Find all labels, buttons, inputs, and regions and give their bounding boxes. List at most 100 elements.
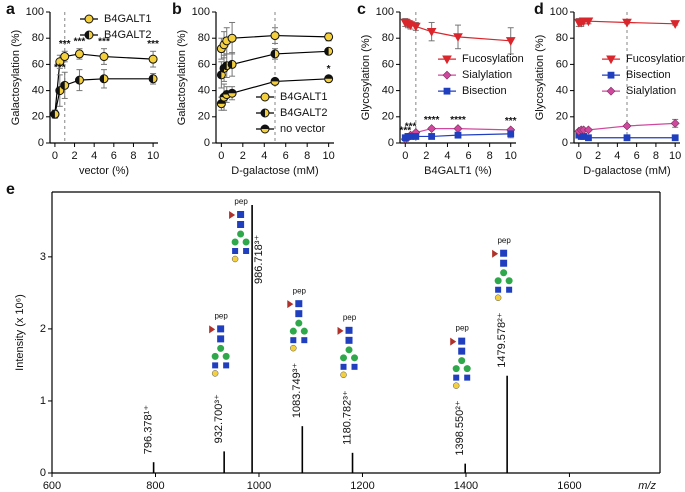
x-tick-label: 1400 — [454, 480, 478, 492]
x-tick-label: 2 — [595, 150, 601, 162]
marker-shape — [454, 131, 462, 139]
marker — [454, 131, 462, 139]
marker-shape — [670, 118, 680, 128]
marker-shape — [428, 133, 436, 140]
legend-label: Sialylation — [462, 69, 512, 81]
marker-half — [217, 70, 222, 79]
marker-shape — [410, 22, 421, 32]
marker — [670, 118, 680, 128]
marker — [507, 130, 515, 138]
glycan-glcnac — [500, 249, 508, 257]
glycan-fucose — [450, 337, 457, 346]
x-tick-label: 10 — [505, 150, 517, 162]
panel-letter: d — [534, 1, 544, 18]
x-axis-title: m/z — [638, 480, 656, 492]
marker-shape — [606, 86, 616, 96]
marker — [623, 134, 631, 142]
marker-half — [100, 74, 104, 83]
marker-shape — [60, 52, 70, 62]
glycan-galactose — [290, 344, 297, 352]
glycan-glcnac — [340, 363, 347, 370]
y-tick-label: 60 — [32, 58, 44, 70]
marker — [453, 33, 463, 42]
y-tick-label: 100 — [192, 6, 210, 18]
glycan-tag: pep — [456, 324, 470, 333]
x-tick-label: 0 — [52, 150, 58, 162]
marker-shape — [74, 49, 84, 59]
x-tick-label: 1000 — [247, 480, 271, 492]
marker-half — [228, 89, 237, 94]
marker-shape — [671, 134, 679, 142]
x-tick-label: 6 — [465, 150, 471, 162]
marker — [148, 54, 158, 64]
significance: **** — [424, 115, 440, 126]
y-axis-title: Galactosylation (%) — [176, 30, 188, 125]
glycan-mannose — [458, 357, 466, 365]
y-tick-label: 80 — [32, 32, 44, 44]
marker — [427, 124, 437, 134]
glycan-tag: pep — [497, 236, 511, 245]
legend-marker — [442, 55, 452, 65]
marker-shape — [607, 71, 615, 79]
marker — [670, 20, 681, 29]
marker — [324, 46, 334, 56]
y-tick-label: 20 — [198, 111, 210, 123]
glycan-mannose — [289, 327, 297, 335]
glycan-fucose — [209, 325, 216, 334]
x-tick-label: 6 — [634, 150, 640, 162]
glycan-glcnac — [217, 335, 225, 343]
x-tick-label: 1600 — [557, 480, 581, 492]
peak-label: 1180.782³⁺ — [341, 390, 353, 445]
y-tick-label: 20 — [32, 111, 44, 123]
x-tick-label: 600 — [43, 480, 61, 492]
legend-label: Fucosylation — [462, 53, 524, 65]
marker-shape — [453, 33, 463, 42]
glycan-glcnac — [237, 221, 245, 228]
y-tick-label: 80 — [382, 32, 394, 44]
glycan-tag: pep — [214, 311, 228, 320]
marker-shape — [407, 133, 414, 140]
glycan-glcnac — [290, 337, 297, 344]
significance: *** — [98, 36, 110, 47]
x-tick-label: 2 — [71, 150, 77, 162]
glycan-galactose — [211, 370, 219, 377]
peak-label: 1083.749³⁺ — [291, 363, 303, 419]
glycan-tag: pep — [234, 197, 248, 206]
marker — [50, 109, 60, 119]
y-tick-label: 100 — [376, 6, 394, 18]
series-line — [54, 53, 154, 115]
glycan-galactose — [231, 255, 239, 263]
significance: *** — [505, 116, 517, 127]
legend-label: no vector — [280, 123, 326, 135]
peak-label: 986.718³⁺ — [253, 235, 265, 284]
glycan-glcnac — [223, 362, 230, 369]
marker — [585, 134, 592, 142]
marker-half — [271, 49, 275, 58]
glycan-galactose — [340, 371, 347, 379]
y-tick-label: 40 — [198, 85, 210, 97]
x-axis-title: D-galactose (mM) — [583, 165, 670, 177]
x-tick-label: 8 — [653, 150, 659, 162]
glycan-mannose — [231, 238, 239, 246]
significance: * — [327, 64, 331, 75]
y-tick-label: 100 — [550, 6, 568, 18]
marker-shape — [507, 130, 515, 138]
legend-marker — [607, 71, 615, 79]
x-tick-label: 8 — [487, 150, 493, 162]
glycan-mannose — [452, 365, 460, 373]
marker — [270, 76, 280, 86]
legend-marker — [260, 92, 270, 102]
marker — [60, 52, 70, 62]
glycan-mannose — [340, 354, 348, 362]
glycan-tag: pep — [343, 313, 357, 322]
glycan-mannose — [211, 352, 219, 360]
marker-shape — [622, 18, 632, 28]
marker-shape — [442, 70, 452, 80]
marker — [270, 49, 280, 59]
x-tick-label: 0 — [218, 150, 224, 162]
legend-marker — [84, 30, 94, 40]
glycan-fucose — [492, 249, 499, 258]
significance: *** — [54, 63, 66, 74]
glycan-mannose — [300, 327, 308, 335]
